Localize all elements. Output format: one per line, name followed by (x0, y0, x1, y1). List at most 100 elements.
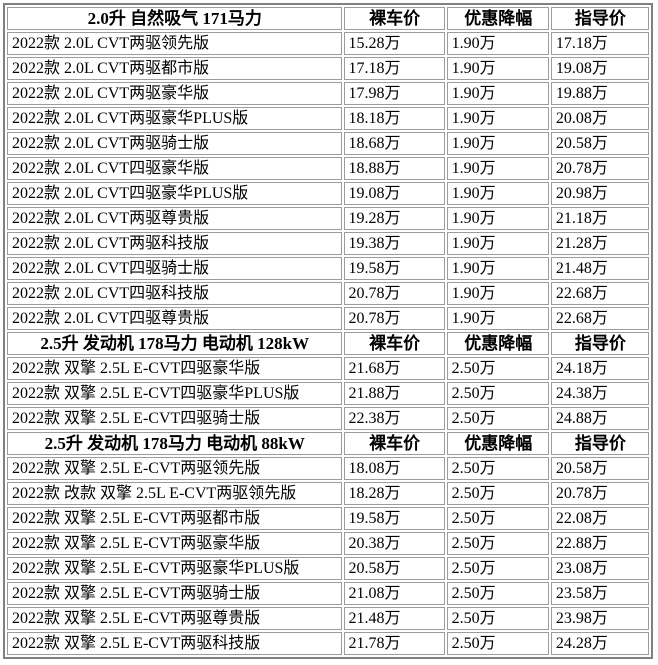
table-row: 2022款 双擎 2.5L E-CVT两驱科技版 21.78万 2.50万 24… (7, 632, 649, 655)
model-name-cell: 2022款 2.0L CVT两驱豪华版 (7, 82, 342, 105)
column-header-discount: 优惠降幅 (446, 332, 549, 355)
guide-price-cell: 19.88万 (550, 82, 649, 105)
guide-price-cell: 24.88万 (550, 407, 649, 430)
model-name-cell: 2022款 2.0L CVT两驱尊贵版 (7, 207, 342, 230)
model-name-cell: 2022款 双擎 2.5L E-CVT两驱骑士版 (7, 582, 342, 605)
discount-cell: 2.50万 (446, 582, 549, 605)
model-name-cell: 2022款 双擎 2.5L E-CVT两驱豪华版 (7, 532, 342, 555)
model-name-cell: 2022款 2.0L CVT两驱领先版 (7, 32, 342, 55)
bare-price-cell: 21.88万 (343, 382, 445, 405)
bare-price-cell: 21.68万 (343, 357, 445, 380)
table-row: 2022款 2.0L CVT四驱豪华PLUS版 19.08万 1.90万 20.… (7, 182, 649, 205)
discount-cell: 1.90万 (446, 82, 549, 105)
table-row: 2022款 2.0L CVT四驱尊贵版 20.78万 1.90万 22.68万 (7, 307, 649, 330)
model-name-cell: 2022款 2.0L CVT四驱豪华版 (7, 157, 342, 180)
table-row: 2022款 2.0L CVT两驱豪华PLUS版 18.18万 1.90万 20.… (7, 107, 649, 130)
guide-price-cell: 22.68万 (550, 282, 649, 305)
discount-cell: 2.50万 (446, 607, 549, 630)
bare-price-cell: 17.98万 (343, 82, 445, 105)
table-row: 2022款 2.0L CVT两驱科技版 19.38万 1.90万 21.28万 (7, 232, 649, 255)
guide-price-cell: 22.08万 (550, 507, 649, 530)
model-name-cell: 2022款 双擎 2.5L E-CVT四驱豪华PLUS版 (7, 382, 342, 405)
section-header-row: 2.5升 发动机 178马力 电动机 88kW 裸车价 优惠降幅 指导价 (7, 432, 649, 455)
discount-cell: 2.50万 (446, 507, 549, 530)
bare-price-cell: 18.28万 (343, 482, 445, 505)
section-header-row: 2.5升 发动机 178马力 电动机 128kW 裸车价 优惠降幅 指导价 (7, 332, 649, 355)
discount-cell: 2.50万 (446, 357, 549, 380)
guide-price-cell: 24.18万 (550, 357, 649, 380)
guide-price-cell: 22.88万 (550, 532, 649, 555)
guide-price-cell: 19.08万 (550, 57, 649, 80)
column-header-bare-price: 裸车价 (343, 7, 445, 30)
table-row: 2022款 改款 双擎 2.5L E-CVT两驱领先版 18.28万 2.50万… (7, 482, 649, 505)
table-row: 2022款 双擎 2.5L E-CVT四驱骑士版 22.38万 2.50万 24… (7, 407, 649, 430)
table-row: 2022款 双擎 2.5L E-CVT两驱都市版 19.58万 2.50万 22… (7, 507, 649, 530)
guide-price-cell: 20.78万 (550, 482, 649, 505)
bare-price-cell: 21.48万 (343, 607, 445, 630)
model-name-cell: 2022款 双擎 2.5L E-CVT两驱科技版 (7, 632, 342, 655)
bare-price-cell: 18.68万 (343, 132, 445, 155)
discount-cell: 2.50万 (446, 407, 549, 430)
guide-price-cell: 24.28万 (550, 632, 649, 655)
bare-price-cell: 19.58万 (343, 257, 445, 280)
table-row: 2022款 2.0L CVT两驱领先版 15.28万 1.90万 17.18万 (7, 32, 649, 55)
bare-price-cell: 15.28万 (343, 32, 445, 55)
guide-price-cell: 23.98万 (550, 607, 649, 630)
guide-price-cell: 21.48万 (550, 257, 649, 280)
bare-price-cell: 19.28万 (343, 207, 445, 230)
discount-cell: 1.90万 (446, 282, 549, 305)
guide-price-cell: 20.98万 (550, 182, 649, 205)
discount-cell: 1.90万 (446, 307, 549, 330)
price-table-body: 2.0升 自然吸气 171马力 裸车价 优惠降幅 指导价 2022款 2.0L … (7, 7, 649, 655)
discount-cell: 1.90万 (446, 132, 549, 155)
discount-cell: 2.50万 (446, 382, 549, 405)
discount-cell: 1.90万 (446, 257, 549, 280)
guide-price-cell: 23.08万 (550, 557, 649, 580)
model-name-cell: 2022款 改款 双擎 2.5L E-CVT两驱领先版 (7, 482, 342, 505)
model-name-cell: 2022款 2.0L CVT两驱都市版 (7, 57, 342, 80)
guide-price-cell: 17.18万 (550, 32, 649, 55)
table-row: 2022款 双擎 2.5L E-CVT两驱豪华版 20.38万 2.50万 22… (7, 532, 649, 555)
guide-price-cell: 22.68万 (550, 307, 649, 330)
table-row: 2022款 2.0L CVT两驱都市版 17.18万 1.90万 19.08万 (7, 57, 649, 80)
section-title-cell: 2.5升 发动机 178马力 电动机 128kW (7, 332, 342, 355)
discount-cell: 2.50万 (446, 482, 549, 505)
table-row: 2022款 双擎 2.5L E-CVT两驱豪华PLUS版 20.58万 2.50… (7, 557, 649, 580)
section-title-cell: 2.5升 发动机 178马力 电动机 88kW (7, 432, 342, 455)
bare-price-cell: 17.18万 (343, 57, 445, 80)
bare-price-cell: 18.08万 (343, 457, 445, 480)
table-row: 2022款 2.0L CVT四驱骑士版 19.58万 1.90万 21.48万 (7, 257, 649, 280)
table-row: 2022款 双擎 2.5L E-CVT四驱豪华PLUS版 21.88万 2.50… (7, 382, 649, 405)
model-name-cell: 2022款 2.0L CVT两驱骑士版 (7, 132, 342, 155)
guide-price-cell: 20.58万 (550, 457, 649, 480)
discount-cell: 2.50万 (446, 632, 549, 655)
discount-cell: 1.90万 (446, 32, 549, 55)
car-price-table: 2.0升 自然吸气 171马力 裸车价 优惠降幅 指导价 2022款 2.0L … (3, 3, 653, 659)
discount-cell: 1.90万 (446, 232, 549, 255)
guide-price-cell: 21.28万 (550, 232, 649, 255)
discount-cell: 1.90万 (446, 207, 549, 230)
bare-price-cell: 22.38万 (343, 407, 445, 430)
discount-cell: 2.50万 (446, 557, 549, 580)
guide-price-cell: 21.18万 (550, 207, 649, 230)
model-name-cell: 2022款 2.0L CVT四驱豪华PLUS版 (7, 182, 342, 205)
column-header-guide-price: 指导价 (550, 432, 649, 455)
table-row: 2022款 2.0L CVT两驱豪华版 17.98万 1.90万 19.88万 (7, 82, 649, 105)
model-name-cell: 2022款 双擎 2.5L E-CVT两驱尊贵版 (7, 607, 342, 630)
guide-price-cell: 20.58万 (550, 132, 649, 155)
guide-price-cell: 24.38万 (550, 382, 649, 405)
bare-price-cell: 20.78万 (343, 282, 445, 305)
model-name-cell: 2022款 2.0L CVT四驱科技版 (7, 282, 342, 305)
discount-cell: 2.50万 (446, 457, 549, 480)
bare-price-cell: 18.18万 (343, 107, 445, 130)
bare-price-cell: 19.38万 (343, 232, 445, 255)
guide-price-cell: 20.78万 (550, 157, 649, 180)
table-row: 2022款 2.0L CVT四驱科技版 20.78万 1.90万 22.68万 (7, 282, 649, 305)
table-row: 2022款 双擎 2.5L E-CVT四驱豪华版 21.68万 2.50万 24… (7, 357, 649, 380)
guide-price-cell: 20.08万 (550, 107, 649, 130)
table-row: 2022款 2.0L CVT两驱尊贵版 19.28万 1.90万 21.18万 (7, 207, 649, 230)
bare-price-cell: 21.78万 (343, 632, 445, 655)
bare-price-cell: 19.08万 (343, 182, 445, 205)
model-name-cell: 2022款 2.0L CVT四驱骑士版 (7, 257, 342, 280)
